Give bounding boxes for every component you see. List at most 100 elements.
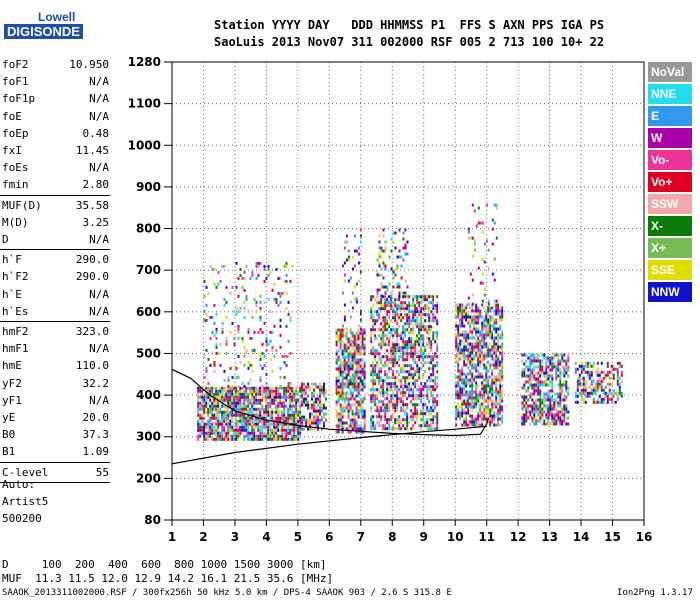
echo-point [233, 410, 236, 414]
echo-point [309, 406, 311, 410]
echo-point [351, 361, 354, 365]
grid-dot [454, 162, 456, 163]
grid-dot [544, 144, 545, 146]
echo-point [207, 407, 210, 411]
echo-point [311, 397, 313, 401]
grid-dot [604, 311, 605, 313]
echo-point [341, 409, 344, 413]
echo-point [277, 419, 280, 423]
echo-point [231, 398, 234, 402]
grid-dot [620, 352, 621, 354]
grid-dot [292, 144, 293, 146]
grid-dot [444, 394, 445, 396]
grid-dot [423, 242, 425, 243]
grid-dot [536, 269, 537, 271]
grid-dot [454, 478, 456, 479]
grid-dot [234, 118, 236, 119]
grid-dot [360, 134, 362, 135]
grid-dot [517, 330, 519, 331]
grid-dot [391, 170, 393, 171]
echo-point [233, 401, 236, 405]
echo-point [215, 416, 218, 420]
grid-dot [486, 482, 488, 483]
grid-dot [272, 311, 273, 313]
grid-dot [486, 494, 488, 495]
echo-point [370, 364, 373, 368]
echo-point [370, 406, 373, 410]
grid-dot [604, 103, 605, 105]
echo-point [359, 427, 362, 431]
echo-point [281, 425, 284, 429]
grid-dot [332, 186, 333, 188]
echo-point [355, 409, 358, 413]
param-name: fxI [2, 144, 22, 157]
param-separator [0, 461, 110, 463]
echo-point [370, 352, 373, 356]
grid-dot [580, 474, 582, 475]
grid-dot [488, 436, 489, 438]
echo-point [207, 389, 210, 393]
grid-dot [496, 228, 497, 230]
echo-point [359, 228, 362, 232]
echo-point [261, 389, 264, 393]
grid-dot [640, 144, 641, 146]
echo-point [245, 386, 248, 390]
echo-point [339, 427, 342, 431]
echo-point [287, 410, 290, 414]
grid-dot [580, 210, 582, 211]
echo-point [355, 376, 358, 380]
echo-point [255, 416, 258, 420]
grid-dot [616, 311, 617, 313]
echo-point [341, 424, 344, 428]
echo-point [343, 246, 346, 250]
grid-dot [297, 398, 299, 399]
echo-point [215, 419, 218, 423]
echo-point [203, 404, 206, 408]
echo-point [203, 279, 206, 283]
grid-dot [460, 436, 461, 438]
echo-point [277, 395, 280, 399]
echo-point [345, 373, 348, 377]
echo-point [271, 369, 274, 373]
echo-point [273, 401, 276, 405]
echo-point [259, 294, 262, 298]
echo-point [269, 413, 272, 417]
echo-point [215, 407, 218, 411]
echo-point [341, 391, 344, 395]
echo-point [211, 422, 214, 426]
echo-point [337, 427, 340, 431]
grid-dot [423, 282, 425, 283]
echo-point [205, 401, 208, 405]
grid-dot [549, 206, 551, 207]
echo-point [271, 348, 274, 352]
grid-dot [252, 311, 253, 313]
grid-dot [608, 269, 609, 271]
echo-point [321, 418, 323, 422]
grid-dot [549, 178, 551, 179]
echo-point [343, 361, 346, 365]
grid-dot [580, 238, 582, 239]
echo-point [237, 395, 240, 399]
echo-point [291, 434, 294, 438]
echo-point [337, 379, 340, 383]
grid-dot [320, 311, 321, 313]
echo-point [269, 410, 272, 414]
grid-dot [328, 346, 330, 347]
grid-dot [284, 186, 285, 188]
grid-dot [297, 270, 299, 271]
grid-dot [188, 186, 189, 188]
grid-dot [297, 506, 299, 507]
grid-dot [328, 298, 330, 299]
echo-point [281, 428, 284, 432]
grid-dot [396, 103, 397, 105]
grid-dot [549, 242, 551, 243]
echo-point [361, 409, 364, 413]
echo-point [370, 295, 373, 299]
grid-dot [265, 318, 267, 319]
echo-point [357, 388, 360, 392]
grid-dot [196, 144, 197, 146]
grid-dot [391, 94, 393, 95]
grid-dot [536, 436, 537, 438]
grid-dot [360, 238, 362, 239]
grid-dot [234, 126, 236, 127]
